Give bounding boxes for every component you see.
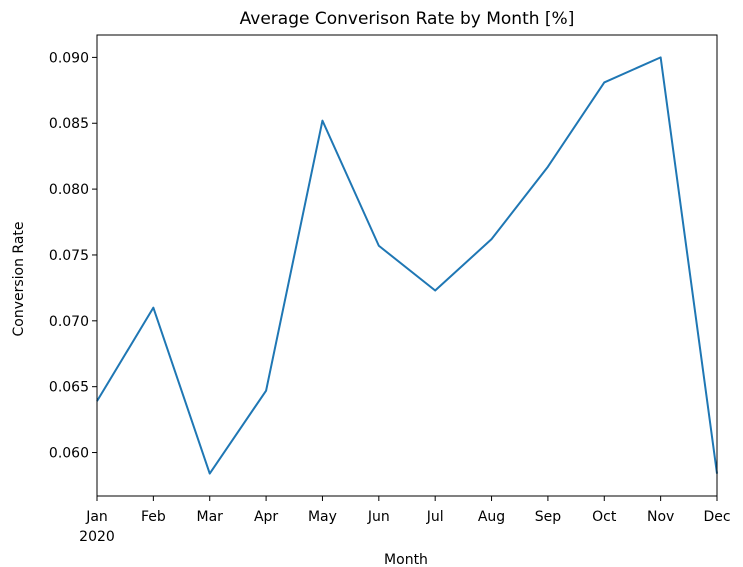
chart-title: Average Converison Rate by Month [%] xyxy=(240,9,575,29)
data-point xyxy=(378,245,380,247)
series-line xyxy=(96,56,718,475)
y-tick-label: 0.080 xyxy=(49,182,89,198)
data-point xyxy=(491,238,493,240)
data-point xyxy=(434,290,436,292)
x-tick-label: Mar xyxy=(197,509,224,525)
x-tick-label: May xyxy=(308,509,337,525)
data-point xyxy=(547,166,549,168)
x-tick-label: Jun xyxy=(367,509,390,525)
x-tick-label: Aug xyxy=(478,509,505,525)
x-tick-label: Apr xyxy=(254,509,278,525)
y-axis-ticks: 0.060 0.065 0.070 0.075 0.080 0.085 0.090 xyxy=(49,50,97,462)
data-point xyxy=(321,120,323,122)
data-point xyxy=(152,307,154,309)
plot-frame xyxy=(96,34,718,497)
data-point xyxy=(660,56,662,58)
x-axis-title: Month xyxy=(384,552,428,567)
x-year-label: 2020 xyxy=(79,529,115,545)
x-tick-label: Dec xyxy=(703,509,730,525)
y-tick-label: 0.085 xyxy=(49,116,89,132)
x-axis-ticks: Jan Feb Mar Apr May Jun Jul Aug Sep Oct Nov Dec xyxy=(85,496,731,525)
x-tick-label: Jan xyxy=(85,509,108,525)
data-point xyxy=(265,390,267,392)
data-point xyxy=(603,81,605,83)
y-tick-label: 0.070 xyxy=(49,314,89,330)
plot-area xyxy=(96,56,718,475)
x-tick-label: Sep xyxy=(535,509,562,525)
x-tick-label: Jul xyxy=(426,509,444,525)
data-point xyxy=(209,473,211,475)
x-tick-label: Nov xyxy=(647,509,674,525)
x-tick-label: Oct xyxy=(592,509,617,525)
y-axis-title: Conversion Rate xyxy=(11,221,27,336)
x-tick-label: Feb xyxy=(141,509,166,525)
y-tick-label: 0.065 xyxy=(49,380,89,396)
y-tick-label: 0.075 xyxy=(49,248,89,264)
y-tick-label: 0.090 xyxy=(49,50,89,66)
y-tick-label: 0.060 xyxy=(49,446,89,462)
